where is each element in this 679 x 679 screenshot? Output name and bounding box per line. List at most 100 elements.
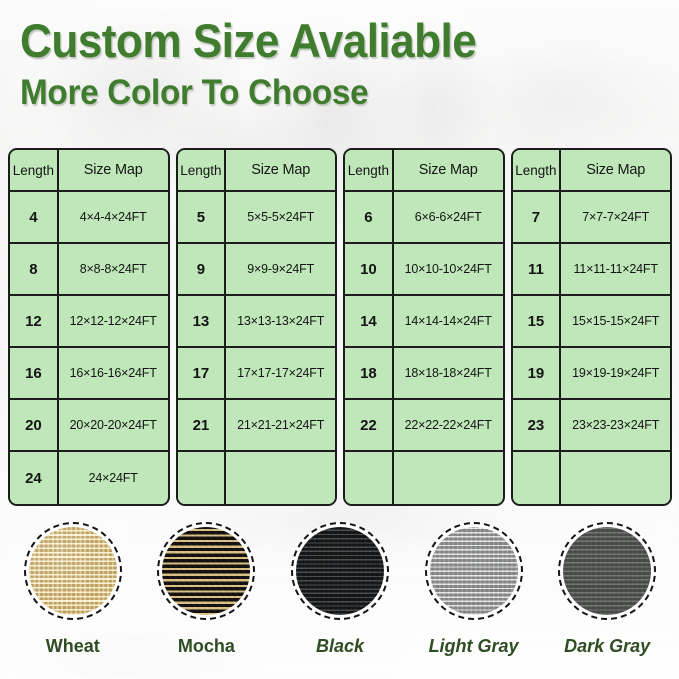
swatch-circle	[290, 522, 389, 620]
cell-length: 18	[345, 348, 394, 398]
table-row: 4 4×4-4×24FT	[10, 192, 168, 244]
cell-size-map	[226, 452, 335, 504]
swatch-label: Black	[315, 636, 364, 656]
cell-size-map: 20×20-20×24FT	[58, 400, 168, 450]
column-header-length: Length	[512, 150, 562, 190]
cell-length: 23	[512, 400, 562, 450]
table-row: 13 13×13-13×24FT	[177, 296, 335, 348]
table-row: 6 6×6-6×24FT	[345, 192, 503, 244]
color-swatch-light-gray: Light Gray	[407, 522, 541, 657]
cell-size-map: 11×11-11×24FT	[561, 244, 670, 294]
table-row: 15 15×15-15×24FT	[512, 296, 670, 348]
cell-length: 7	[512, 192, 562, 242]
cell-size-map: 6×6-6×24FT	[393, 192, 503, 242]
fabric-texture-dark-gray	[563, 527, 652, 615]
fabric-texture-mocha	[162, 527, 251, 615]
cell-size-map: 18×18-18×24FT	[393, 348, 503, 398]
column-header-size-map: Size Map	[58, 150, 168, 190]
cell-size-map: 14×14-14×24FT	[393, 296, 503, 346]
cell-size-map: 7×7-7×24FT	[561, 192, 670, 242]
size-table: Length Size Map 5 5×5-5×24FT 9 9×9-9×24F…	[175, 148, 337, 506]
swatch-label: Light Gray	[428, 636, 519, 656]
cell-length: 17	[177, 348, 227, 398]
cell-length: 8	[10, 244, 59, 294]
table-row: 17 17×17-17×24FT	[177, 348, 335, 400]
color-swatch-row: Wheat Mocha Black Light Gray Dark Gray	[6, 522, 674, 657]
column-header-length: Length	[345, 150, 394, 190]
cell-length: 15	[512, 296, 562, 346]
column-header-length: Length	[10, 150, 59, 190]
headings-block: Custom Size Avaliable More Color To Choo…	[20, 14, 505, 114]
table-row-empty	[345, 452, 503, 504]
cell-size-map: 12×12-12×24FT	[58, 296, 168, 346]
cell-size-map: 15×15-15×24FT	[561, 296, 670, 346]
cell-length: 12	[10, 296, 59, 346]
cell-size-map: 13×13-13×24FT	[226, 296, 335, 346]
column-header-size-map: Size Map	[393, 150, 503, 190]
size-table: Length Size Map 4 4×4-4×24FT 8 8×8-8×24F…	[8, 148, 170, 506]
cell-length: 11	[512, 244, 562, 294]
fabric-texture-light-gray	[429, 527, 518, 615]
cell-size-map: 23×23-23×24FT	[561, 400, 670, 450]
column-header-size-map: Size Map	[226, 150, 335, 190]
cell-length: 20	[10, 400, 59, 450]
table-row: 19 19×19-19×24FT	[512, 348, 670, 400]
table-row: 7 7×7-7×24FT	[512, 192, 670, 244]
cell-size-map: 10×10-10×24FT	[393, 244, 503, 294]
cell-size-map: 19×19-19×24FT	[561, 348, 670, 398]
cell-size-map	[561, 452, 670, 504]
swatch-circle	[157, 522, 256, 620]
page-subtitle: More Color To Choose	[20, 73, 369, 112]
table-row: 24 24×24FT	[10, 452, 168, 504]
table-row: 11 11×11-11×24FT	[512, 244, 670, 296]
page-title: Custom Size Avaliable	[20, 14, 477, 67]
cell-length: 24	[10, 452, 59, 504]
cell-length: 16	[10, 348, 59, 398]
cell-length	[177, 452, 227, 504]
cell-length: 5	[177, 192, 227, 242]
swatch-label: Wheat	[45, 636, 100, 656]
table-row: 10 10×10-10×24FT	[345, 244, 503, 296]
table-row: 21 21×21-21×24FT	[177, 400, 335, 452]
cell-length: 19	[512, 348, 562, 398]
cell-length	[345, 452, 394, 504]
color-swatch-black: Black	[273, 522, 407, 657]
table-row-empty	[177, 452, 336, 504]
table-row: 18 18×18-18×24FT	[345, 348, 503, 400]
table-row: 16 16×16-16×24FT	[10, 348, 168, 400]
cell-length: 6	[345, 192, 394, 242]
swatch-circle	[23, 522, 122, 620]
cell-length: 14	[345, 296, 394, 346]
size-table: Length Size Map 7 7×7-7×24FT 11 11×11-11…	[510, 148, 672, 506]
table-row: 20 20×20-20×24FT	[10, 400, 168, 452]
swatch-circle	[558, 522, 657, 620]
cell-length: 4	[10, 192, 59, 242]
fabric-texture-black	[295, 527, 384, 615]
cell-length: 9	[177, 244, 227, 294]
table-row: 14 14×14-14×24FT	[345, 296, 503, 348]
cell-size-map: 24×24FT	[58, 452, 168, 504]
column-header-length: Length	[177, 150, 227, 190]
cell-length	[512, 452, 562, 504]
table-header-row: Length Size Map	[10, 150, 168, 192]
table-row: 8 8×8-8×24FT	[10, 244, 168, 296]
table-row: 22 22×22-22×24FT	[345, 400, 503, 452]
cell-size-map: 5×5-5×24FT	[226, 192, 335, 242]
table-row: 5 5×5-5×24FT	[177, 192, 335, 244]
color-swatch-wheat: Wheat	[6, 522, 140, 657]
swatch-label: Dark Gray	[564, 636, 651, 656]
cell-size-map: 9×9-9×24FT	[226, 244, 335, 294]
cell-size-map: 16×16-16×24FT	[58, 348, 168, 398]
table-row-empty	[512, 452, 671, 504]
cell-size-map: 17×17-17×24FT	[226, 348, 335, 398]
column-header-size-map: Size Map	[561, 150, 670, 190]
table-header-row: Length Size Map	[177, 150, 335, 192]
size-tables-row: Length Size Map 4 4×4-4×24FT 8 8×8-8×24F…	[8, 148, 672, 506]
cell-size-map: 21×21-21×24FT	[226, 400, 335, 450]
cell-length: 10	[345, 244, 394, 294]
cell-length: 21	[177, 400, 227, 450]
cell-size-map: 22×22-22×24FT	[393, 400, 503, 450]
cell-size-map: 8×8-8×24FT	[58, 244, 168, 294]
table-row: 23 23×23-23×24FT	[512, 400, 670, 452]
